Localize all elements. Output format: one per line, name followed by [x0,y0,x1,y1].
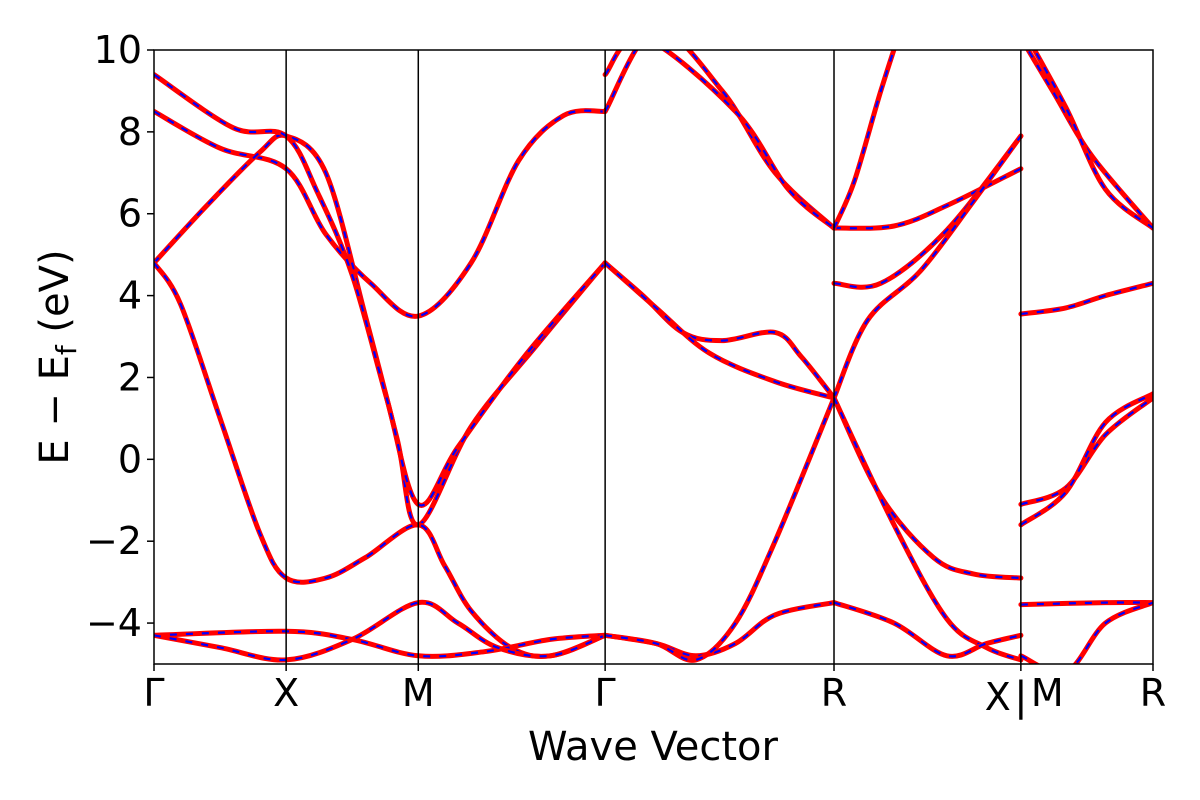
band-8-dashed [604,262,835,399]
band-4-dashed [154,73,606,507]
plot-frame [153,49,1154,665]
band-3-dashed [154,262,606,658]
x-tick-label: M [402,671,435,715]
x-tick-label: R [1140,671,1166,715]
y-tick-label: 4 [118,274,142,318]
y-axis-ticks: 10 8 6 4 2 0 −2 −4 [86,28,154,645]
y-tick-label: 2 [118,355,142,399]
x-tick-label: M [1031,671,1064,715]
band-8-solid [602,260,837,401]
y-tick-label: 0 [118,437,142,481]
band-17-dashed [833,397,1021,580]
x-axis-label: Wave Vector [528,724,779,770]
band-1-solid [154,108,608,319]
band-24-solid [1018,600,1153,664]
band-23-dashed [1020,601,1153,606]
band-1-dashed [154,109,606,318]
y-tick-label: 10 [94,28,142,72]
band-14-dashed [833,135,1022,289]
band-2-solid [154,132,608,528]
band-20-dashed [1020,282,1153,316]
x-tick-label: Γ [143,671,164,715]
band-3-solid [154,260,608,659]
y-tick-label: −4 [86,601,142,645]
bands-group [154,50,1153,664]
band-6-dashed [154,601,606,662]
y-axis-label: E − Ef (eV) [32,249,83,464]
y-tick-label: −2 [86,519,142,563]
band-15-solid [831,50,897,231]
band-9-solid [602,600,837,659]
y-tick-label: 6 [118,192,142,236]
x-tick-label: Γ [595,671,616,715]
band-11-dashed [604,50,835,229]
y-axis-label-main: E − E [32,355,78,465]
band-5-solid [154,628,608,659]
band-16-dashed [832,135,1022,399]
y-tick-label: 8 [118,110,142,154]
band-10-solid [602,395,837,663]
band-25-solid [1025,50,1153,231]
x-tick-label: R [821,671,847,715]
band-7-dashed [604,262,835,399]
x-tick-label: X [273,671,299,715]
x-tick-label: X [985,675,1011,719]
band-22-dashed [1020,392,1153,526]
band-26-solid [1031,50,1153,231]
band-26-dashed [1033,50,1153,229]
band-13-solid [831,166,1024,231]
high-symmetry-lines [285,50,1022,664]
band-18-dashed [833,397,1022,661]
path-break-separator: | [1014,674,1027,720]
y-axis-label-unit: (eV) [32,249,78,345]
band-24-dashed [1020,601,1153,664]
band-2-dashed [154,134,606,526]
band-7-solid [602,260,837,401]
band-10-dashed [604,397,836,662]
band-25-dashed [1026,50,1153,229]
x-axis-ticks: Γ MX Γ R X | M R [143,664,1166,720]
band-5-dashed [154,630,606,658]
band-18-solid [831,395,1024,663]
band-9-dashed [604,601,835,657]
y-axis-label-subscript: f [50,344,83,355]
band-19-dashed [833,601,1022,658]
band-12-solid [602,50,837,231]
